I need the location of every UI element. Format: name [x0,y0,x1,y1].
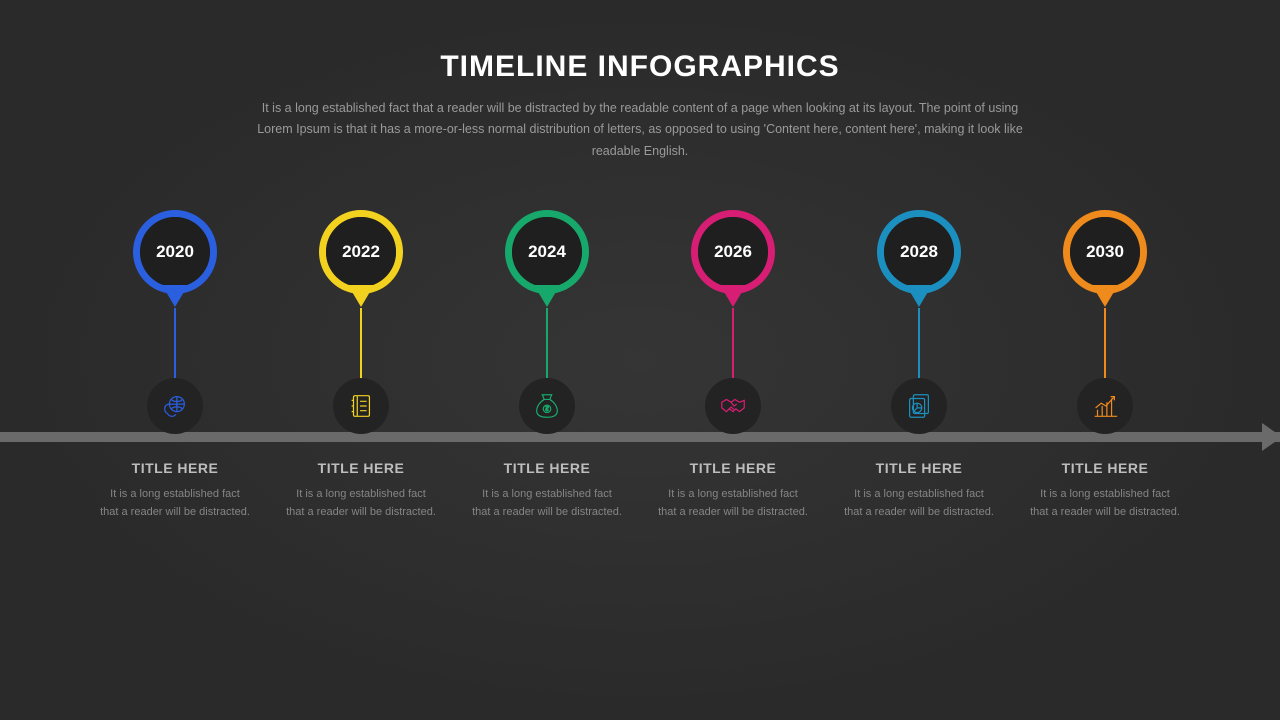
brain-globe-icon [147,378,203,434]
item-title: TITLE HERE [1062,460,1149,476]
timeline-item-2028: 2028 TITLE HERE It is a long established f… [839,210,999,521]
year-pin: 2030 [1063,210,1147,294]
item-body: It is a long established fact that a rea… [844,486,994,521]
item-body: It is a long established fact that a rea… [658,486,808,521]
timeline-item-2022: 2022 TITLE HERE It is a long established f… [281,210,441,521]
page-title: TIMELINE INFOGRAPHICS [0,50,1280,84]
money-bag-icon [519,378,575,434]
item-body: It is a long established fact that a rea… [1030,486,1180,521]
year-pin: 2024 [505,210,589,294]
header: TIMELINE INFOGRAPHICS It is a long estab… [0,0,1280,162]
year-pin: 2026 [691,210,775,294]
notebook-icon [333,378,389,434]
item-title: TITLE HERE [504,460,591,476]
item-body: It is a long established fact that a rea… [472,486,622,521]
timeline-item-2030: 2030 TITLE HERE It is a long established f… [1025,210,1185,521]
handshake-icon [705,378,761,434]
timeline-items: 2020 TITLE HERE It is a long established f… [0,210,1280,521]
year-label: 2030 [1070,217,1140,287]
item-body: It is a long established fact that a rea… [286,486,436,521]
item-title: TITLE HERE [132,460,219,476]
item-title: TITLE HERE [318,460,405,476]
timeline: 2020 TITLE HERE It is a long established f… [0,210,1280,650]
year-label: 2026 [698,217,768,287]
item-title: TITLE HERE [690,460,777,476]
year-label: 2022 [326,217,396,287]
item-body: It is a long established fact that a rea… [100,486,250,521]
year-label: 2020 [140,217,210,287]
timeline-item-2024: 2024 TITLE HERE It is a long established f… [467,210,627,521]
year-pin: 2020 [133,210,217,294]
growth-chart-icon [1077,378,1133,434]
year-label: 2024 [512,217,582,287]
year-pin: 2028 [877,210,961,294]
page-subtitle: It is a long established fact that a rea… [250,98,1030,162]
timeline-item-2026: 2026 TITLE HERE It is a long established f… [653,210,813,521]
pie-doc-icon [891,378,947,434]
timeline-item-2020: 2020 TITLE HERE It is a long established f… [95,210,255,521]
year-label: 2028 [884,217,954,287]
year-pin: 2022 [319,210,403,294]
item-title: TITLE HERE [876,460,963,476]
